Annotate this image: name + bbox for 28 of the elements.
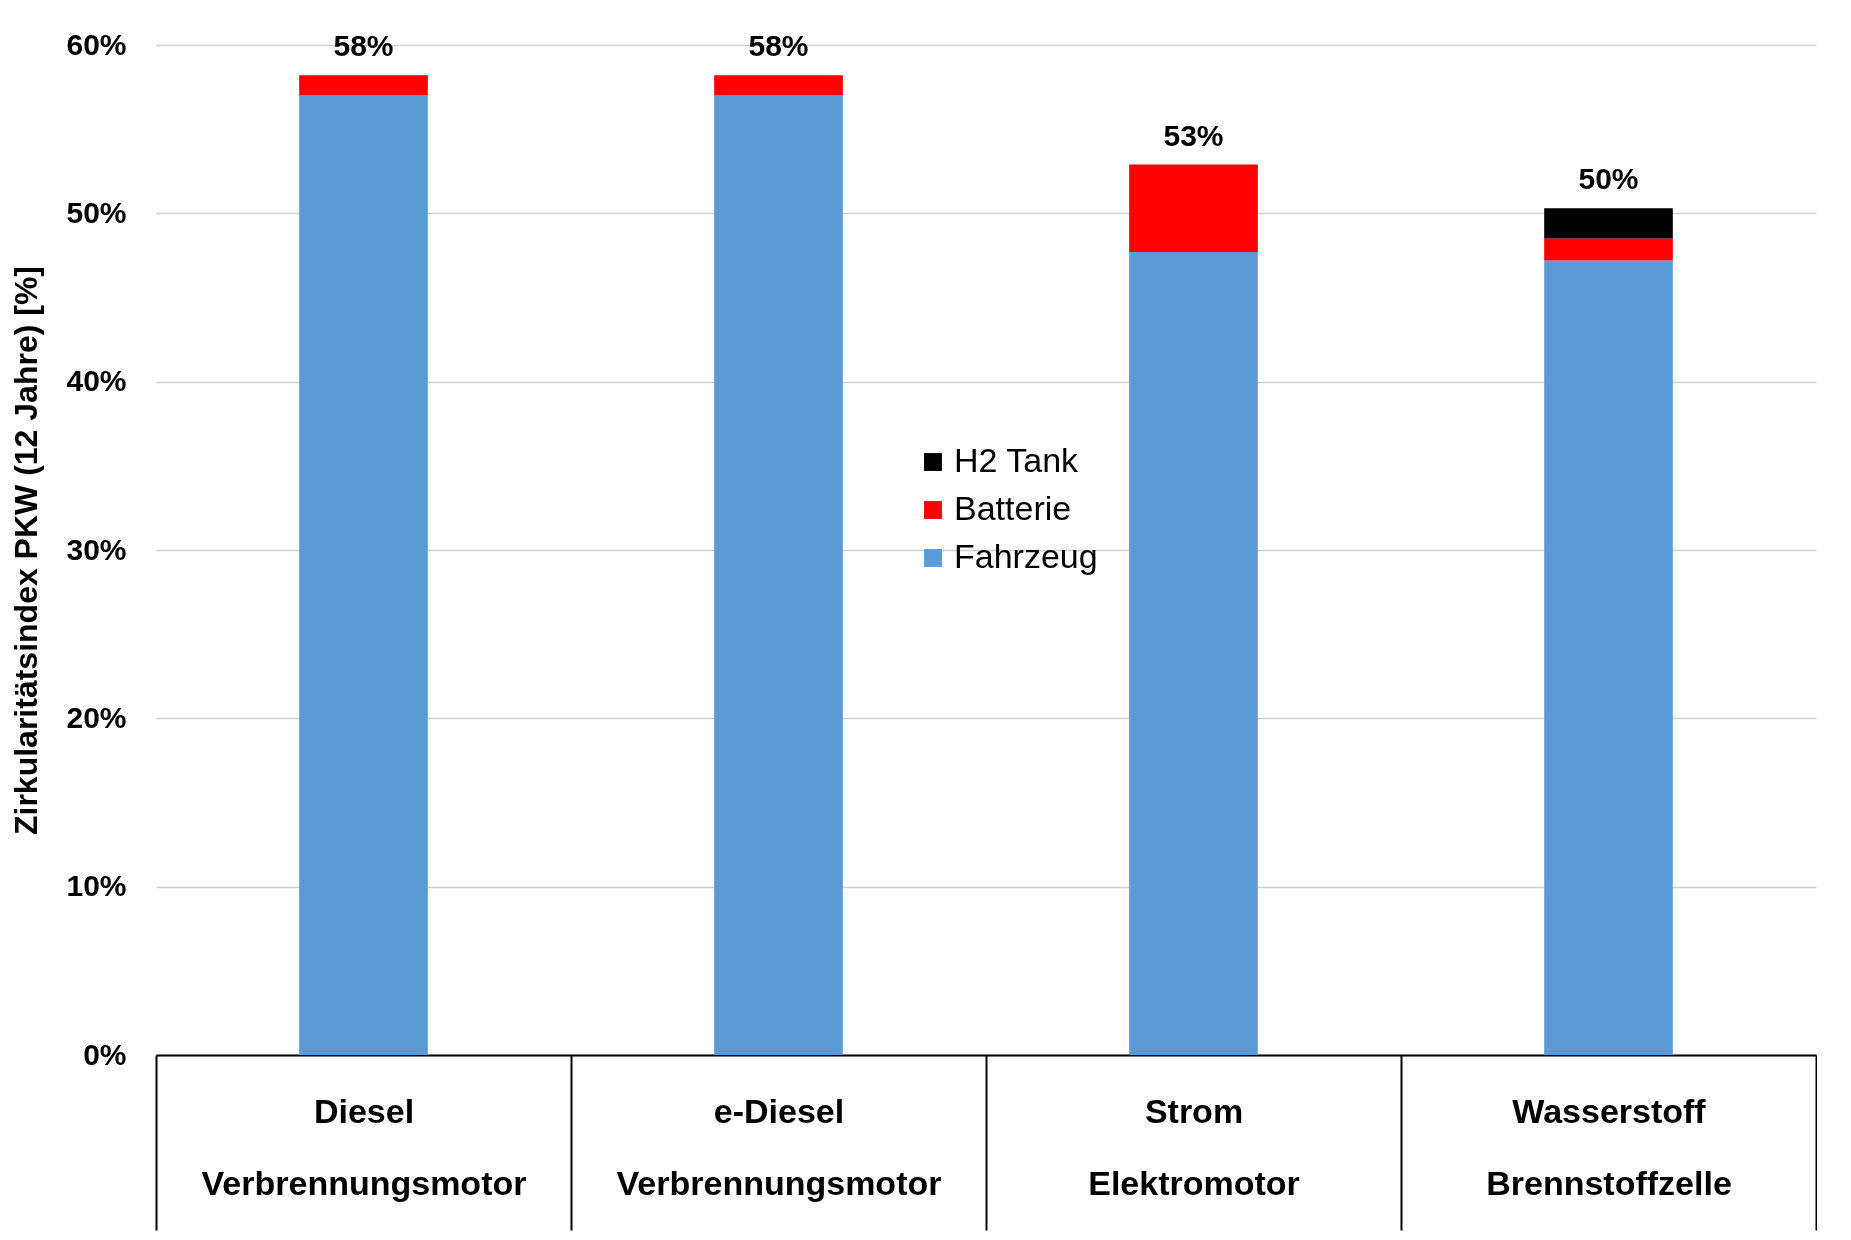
bar [1129,252,1258,1055]
y-tick-label: 60% [66,27,127,61]
legend-label: Batterie [954,489,1072,527]
y-tick-label: 10% [66,869,127,903]
y-tick-label: 0% [83,1037,127,1071]
bar [714,75,843,96]
bar [714,95,843,1055]
y-tick-label: 40% [66,364,127,398]
total-label: 58% [333,29,394,63]
x-tick-label: Diesel Verbrennungsmotor [201,1091,527,1202]
y-tick-label: 30% [66,532,127,566]
x-tick-label: Strom Elektromotor [1088,1091,1300,1202]
bar [1129,164,1258,253]
legend-label: Fahrzeug [954,537,1098,575]
x-tick-label: e-Diesel Verbrennungsmotor [616,1091,942,1202]
y-tick-label: 50% [66,195,127,229]
total-label: 50% [1578,162,1639,196]
legend-label: H2 Tank [954,441,1080,479]
total-label: 53% [1163,118,1224,152]
bar [1544,238,1673,261]
total-label: 58% [748,29,809,63]
bar [299,95,428,1055]
bar [1544,208,1673,239]
y-tick-label: 20% [66,700,127,734]
bar [1544,260,1673,1055]
bar [299,75,428,96]
y-axis-title: Zirkularitätsindex PKW (12 Jahre) [%] [8,265,45,836]
x-tick-label: Wasserstoff Brennstoffzelle [1486,1091,1732,1202]
